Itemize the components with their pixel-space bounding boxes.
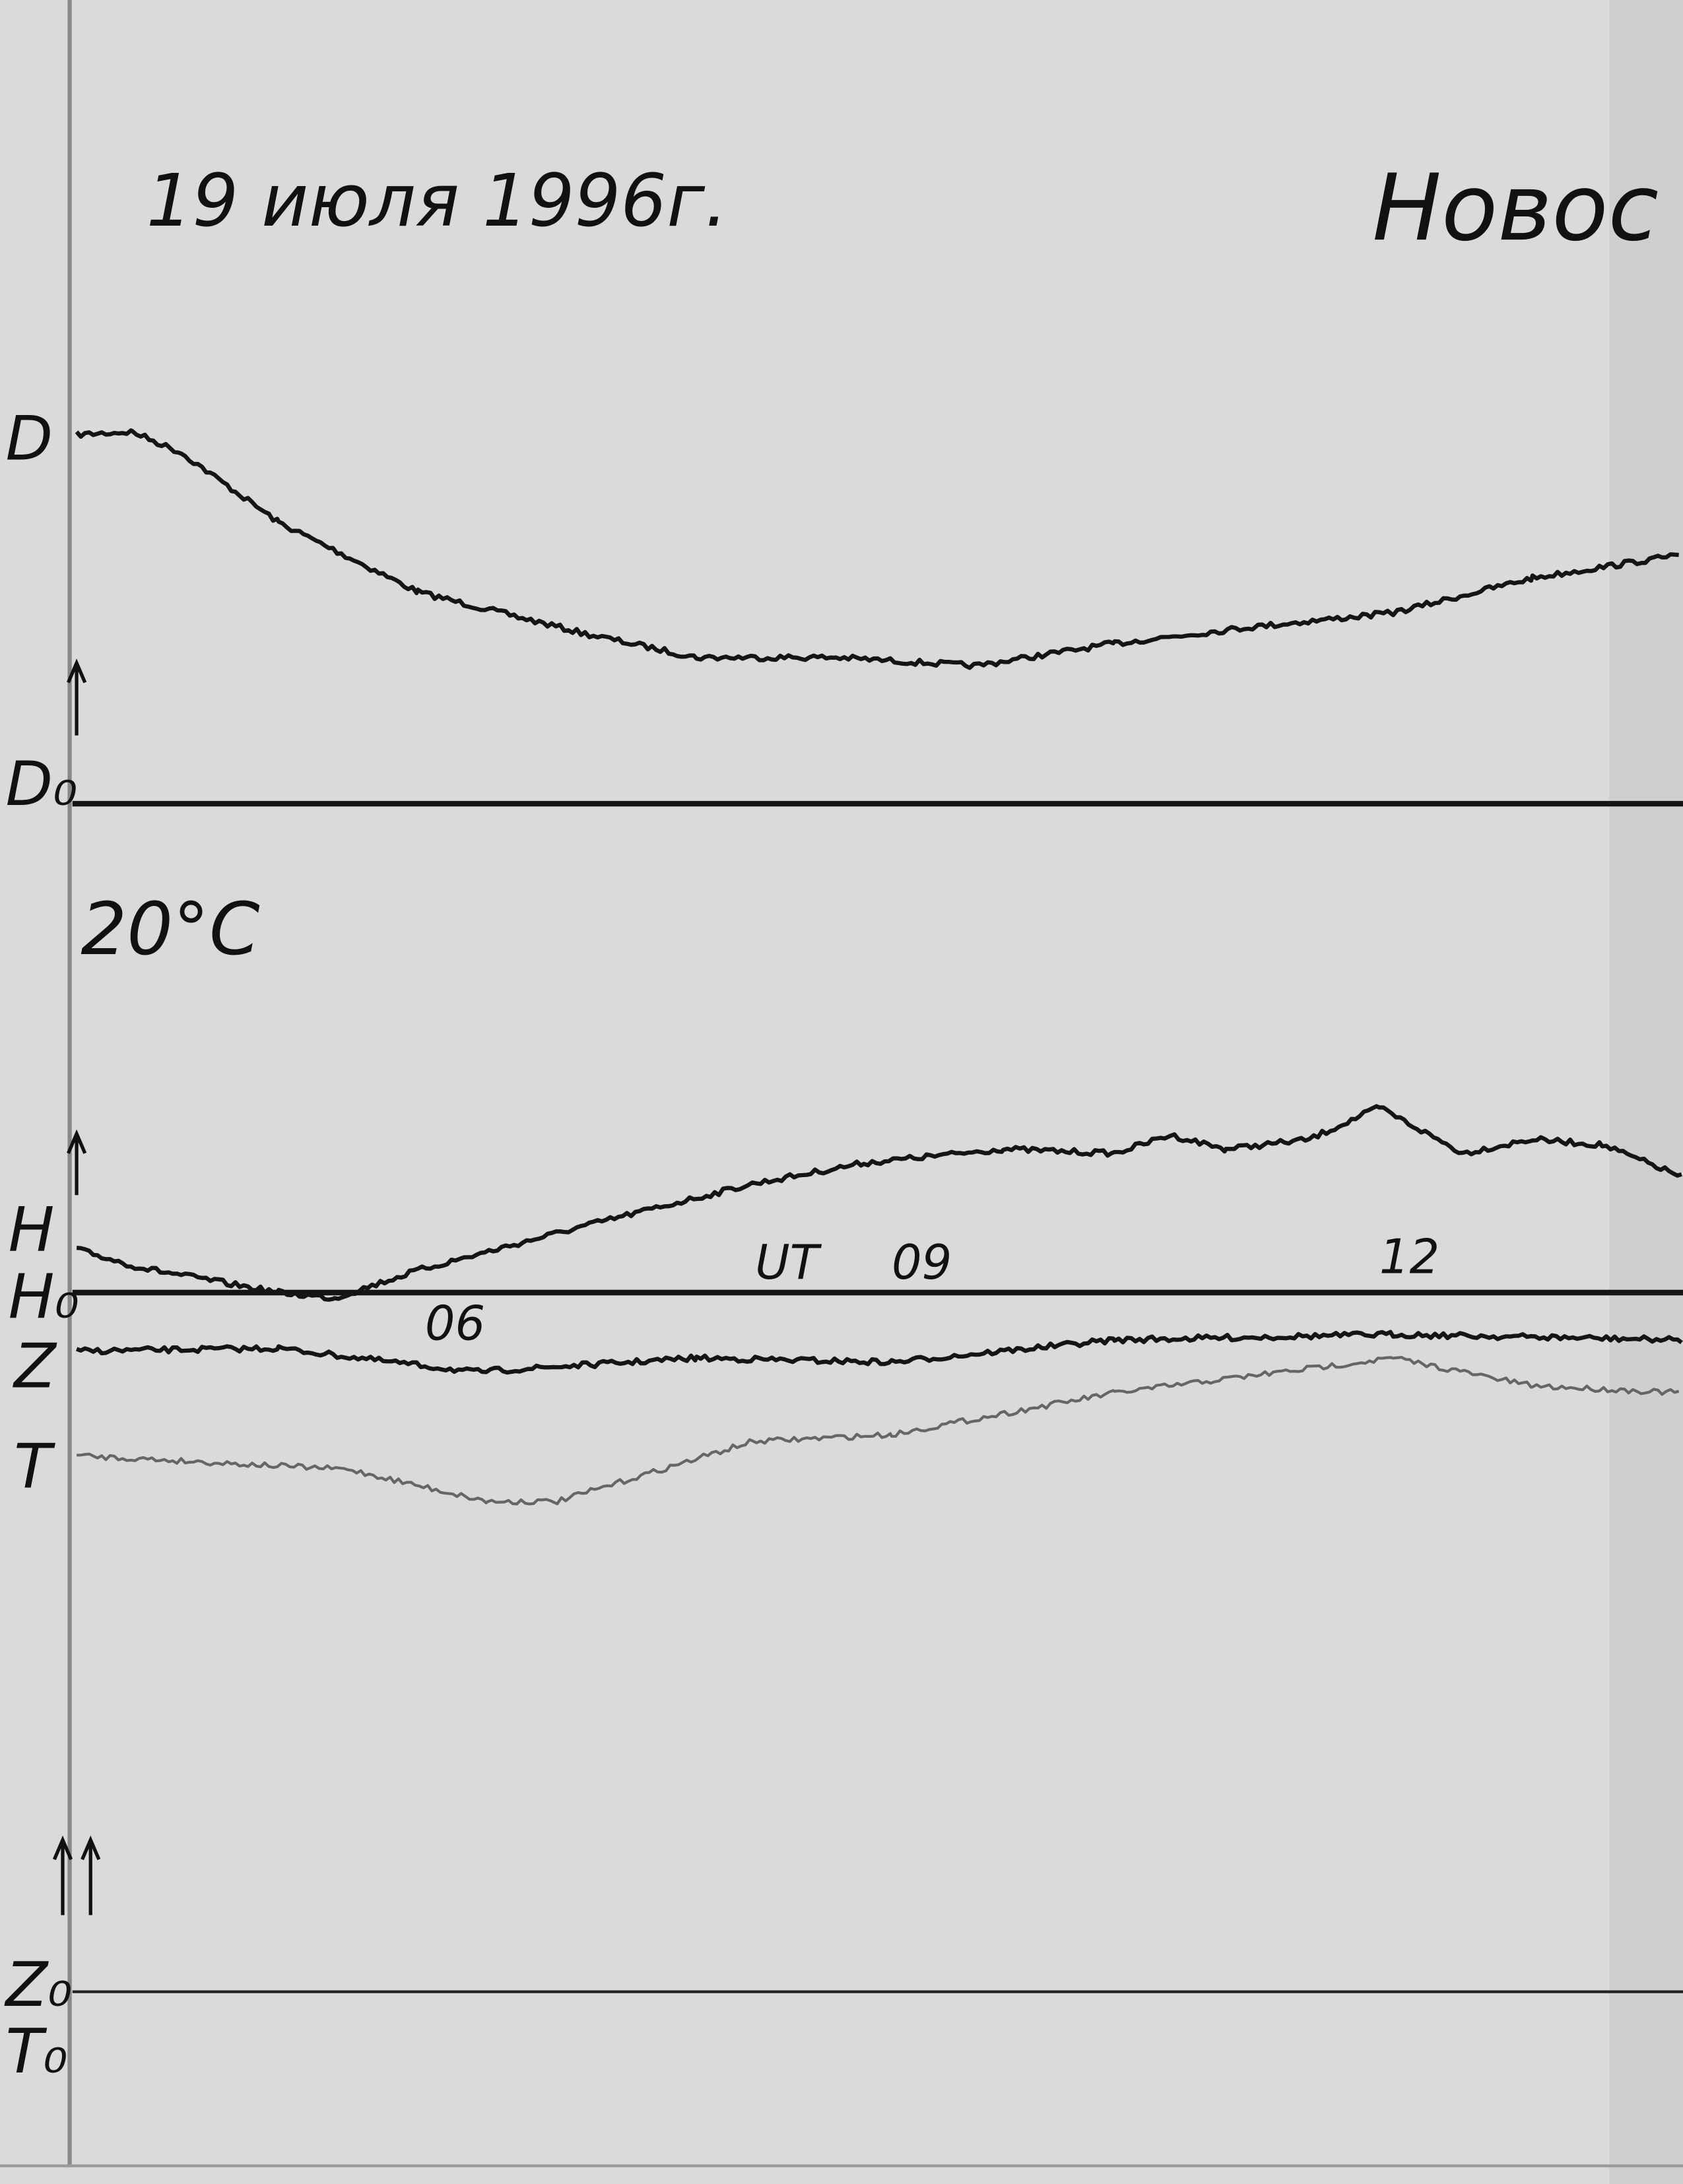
channel-label: H₀: [9, 1261, 79, 1332]
trace: [76, 1330, 1683, 1375]
paper-shade: [1609, 0, 1683, 2184]
channel-label: Z: [12, 1331, 57, 1402]
trace: [77, 1356, 1680, 1506]
hour-label: 06: [425, 1296, 485, 1351]
channel-label: D₀: [5, 748, 77, 819]
time-label: UT: [755, 1235, 822, 1290]
channel-label: T: [14, 1431, 55, 1502]
hour-label: 12: [1379, 1229, 1439, 1284]
arrows: [52, 658, 101, 1915]
channel-label: H: [9, 1194, 55, 1266]
channel-label: Z₀: [3, 1949, 72, 2020]
trace: [76, 1104, 1682, 1302]
channel-label: D: [5, 403, 53, 474]
traces: [75, 428, 1683, 1506]
date: 19 июля 1996г.: [147, 158, 728, 243]
trace: [75, 428, 1679, 670]
temperature: 20°C: [81, 887, 260, 971]
channel-label: T₀: [5, 2016, 67, 2087]
station: Новос: [1372, 154, 1659, 261]
hour-label: 09: [892, 1235, 952, 1290]
